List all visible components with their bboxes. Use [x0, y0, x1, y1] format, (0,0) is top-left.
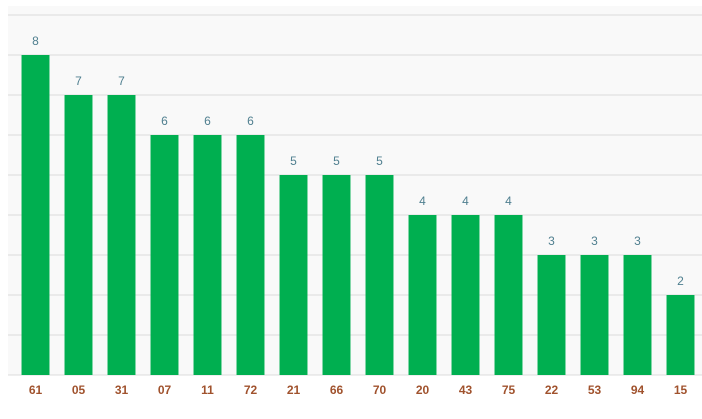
x-tick-label: 53 [588, 383, 602, 397]
bar [193, 135, 222, 375]
bar [666, 295, 695, 375]
bar [150, 135, 179, 375]
bar [279, 175, 308, 375]
x-tick-label: 94 [631, 383, 645, 397]
bar [580, 255, 609, 375]
x-tick-label: 75 [502, 383, 516, 397]
bar [64, 95, 93, 375]
data-label: 4 [419, 194, 426, 208]
data-label: 7 [75, 74, 82, 88]
x-tick-label: 72 [244, 383, 258, 397]
data-label: 5 [333, 154, 340, 168]
data-label: 3 [548, 234, 555, 248]
x-tick-label: 70 [373, 383, 387, 397]
x-tick-label: 61 [29, 383, 43, 397]
data-label: 5 [376, 154, 383, 168]
bar [107, 95, 136, 375]
bar [236, 135, 265, 375]
bar [322, 175, 351, 375]
data-label: 7 [118, 74, 125, 88]
x-tick-label: 20 [416, 383, 430, 397]
data-label: 4 [505, 194, 512, 208]
bar [451, 215, 480, 375]
x-tick-label: 05 [72, 383, 86, 397]
x-tick-label: 43 [459, 383, 473, 397]
data-label: 2 [677, 274, 684, 288]
data-label: 6 [161, 114, 168, 128]
data-label: 8 [32, 34, 39, 48]
x-tick-label: 31 [115, 383, 129, 397]
bar [537, 255, 566, 375]
x-tick-label: 07 [158, 383, 172, 397]
x-tick-label: 11 [201, 383, 214, 397]
bar [365, 175, 394, 375]
data-label: 5 [290, 154, 297, 168]
bar [623, 255, 652, 375]
data-label: 4 [462, 194, 469, 208]
data-label: 6 [204, 114, 211, 128]
bar [21, 55, 50, 375]
data-label: 3 [591, 234, 598, 248]
x-tick-label: 15 [674, 383, 688, 397]
x-tick-label: 22 [545, 383, 559, 397]
bar [408, 215, 437, 375]
data-label: 6 [247, 114, 254, 128]
x-tick-label: 21 [287, 383, 301, 397]
x-tick-label: 66 [330, 383, 344, 397]
bar [494, 215, 523, 375]
data-label: 3 [634, 234, 641, 248]
